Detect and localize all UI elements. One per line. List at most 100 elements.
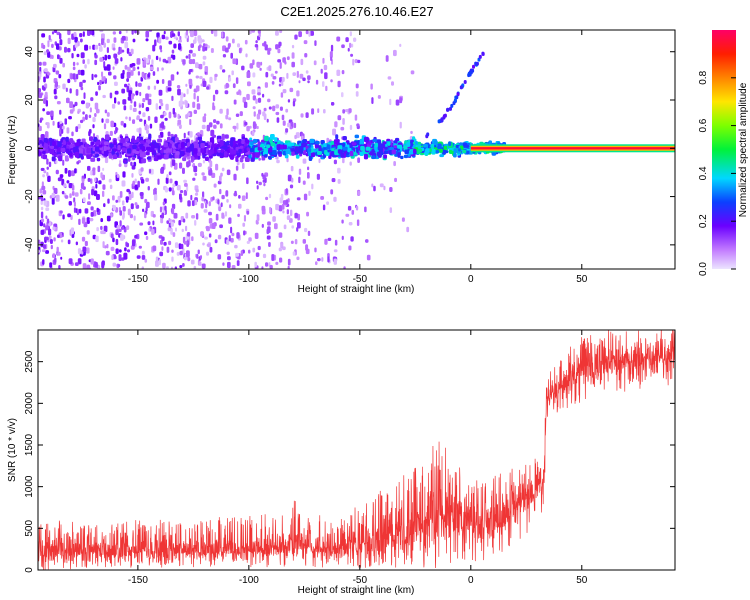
spectrogram-cell: [341, 235, 344, 240]
spectrogram-cell: [371, 183, 374, 188]
spectrogram-cell: [231, 70, 234, 76]
spectrogram-cell: [287, 174, 292, 182]
spectrogram-cell: [168, 143, 172, 149]
spectrogram-cell: [195, 188, 199, 193]
spectrogram-cell: [230, 137, 235, 142]
spectrogram-cell: [296, 256, 300, 261]
spectrogram-cell: [60, 256, 63, 260]
spectrogram-cell: [455, 95, 459, 100]
spectrogram-cell: [245, 192, 248, 200]
spectrogram-cell: [171, 159, 176, 167]
spectrogram-cell: [135, 90, 139, 96]
spectrogram-cell: [437, 143, 442, 150]
spectrogram-cell: [315, 261, 318, 266]
spectrogram-cell: [147, 115, 151, 121]
spectrogram-cell: [53, 187, 58, 195]
spectrogram-cell: [171, 33, 176, 37]
spectrogram-cell: [57, 121, 60, 129]
spectrogram-cell: [179, 193, 182, 200]
spectrogram-cell: [206, 243, 211, 247]
spectrogram-cell: [232, 83, 236, 89]
spectrogram-cell: [159, 127, 164, 131]
spectrogram-cell: [115, 229, 119, 236]
spectrogram-cell: [323, 109, 326, 114]
spectrogram-cell: [341, 44, 345, 49]
spectrogram-cell: [221, 167, 225, 172]
spectrogram-cell: [132, 180, 135, 187]
spectrogram-cell: [426, 132, 430, 137]
spectrogram-cell: [40, 134, 45, 140]
spectrogram-cell: [208, 233, 212, 238]
spectrogram-cell: [333, 196, 337, 202]
spectrogram-cell: [289, 87, 294, 93]
spectrogram-cell: [40, 167, 45, 172]
spectrogram-cell: [122, 215, 125, 220]
spectrogram-cell: [104, 141, 109, 146]
spectrogram-cell: [136, 115, 140, 120]
spectrogram-cell: [68, 183, 73, 189]
spectrogram-cell: [134, 234, 138, 239]
spectrogram-cell: [360, 145, 365, 151]
spectrogram-cell: [453, 153, 457, 158]
spectrogram-cell: [185, 114, 189, 119]
spectrogram-cell: [158, 134, 161, 139]
spectrogram-cell: [77, 110, 80, 114]
spectrogram-cell: [176, 184, 181, 191]
spectrogram-cell: [326, 201, 330, 205]
spectrogram-cell: [488, 140, 493, 146]
spectrogram-cell: [82, 59, 85, 65]
spectrogram-cell: [38, 61, 42, 66]
spectrogram-cell: [183, 241, 188, 245]
spectrogram-cell: [53, 30, 58, 34]
spectrogram-cell: [268, 193, 272, 199]
spectrogram-cell: [154, 116, 158, 123]
spectrogram-cell: [42, 44, 46, 50]
spectrogram-cell: [103, 123, 107, 130]
spectrogram-cell: [336, 69, 341, 76]
spectrogram-cell: [305, 112, 309, 119]
spectrogram-cell: [133, 215, 136, 221]
spectrogram-cell: [82, 197, 86, 203]
spectrogram-cell: [159, 251, 164, 257]
spectrogram-cell: [287, 258, 291, 266]
spectrogram-cell: [145, 107, 150, 112]
spectrogram-cell: [373, 185, 376, 192]
spectrogram-cell: [60, 239, 64, 243]
spectrogram-cell: [129, 214, 133, 219]
spectrogram-cell: [393, 161, 396, 167]
spectrogram-cell: [371, 148, 375, 155]
spectrogram-cell: [268, 155, 272, 160]
spectrogram-cell: [74, 42, 78, 48]
spectrogram-cell: [228, 77, 232, 82]
spectrogram-cell: [58, 265, 61, 269]
spectrogram-cell: [202, 45, 206, 52]
spectrogram-cell: [337, 167, 341, 174]
spectrogram-cell: [333, 249, 338, 253]
spectrogram-cell: [147, 85, 151, 90]
spectrogram-cell: [349, 150, 354, 157]
spectrogram-cell: [382, 141, 387, 145]
spectrogram-cell: [110, 120, 114, 128]
spectrogram-cell: [67, 47, 71, 53]
spectrogram-cell: [245, 53, 248, 58]
spectrogram-cell: [109, 184, 113, 190]
spectrogram-cell: [53, 88, 57, 95]
spectrogram-cell: [257, 245, 261, 251]
spectrogram-cell: [145, 38, 149, 42]
spectrogram-cell: [112, 195, 115, 201]
spectrogram-cell: [57, 54, 60, 60]
spectrogram-cell: [258, 109, 262, 115]
spectrogram-cell: [163, 154, 169, 160]
spectrogram-cell: [384, 146, 388, 150]
spectrogram-cell: [342, 146, 348, 151]
spectrogram-cell: [378, 143, 384, 150]
spectrogram-cell: [183, 93, 186, 98]
spectrogram-cell: [171, 187, 175, 191]
spectrogram-cell: [209, 76, 213, 84]
spectrogram-cell: [187, 200, 191, 207]
spectrogram-cell: [335, 134, 339, 140]
spectrogram-cell: [190, 43, 194, 49]
spectrogram-cell: [213, 124, 217, 129]
band-core: [470, 147, 675, 150]
spectrogram-cell: [160, 114, 164, 119]
